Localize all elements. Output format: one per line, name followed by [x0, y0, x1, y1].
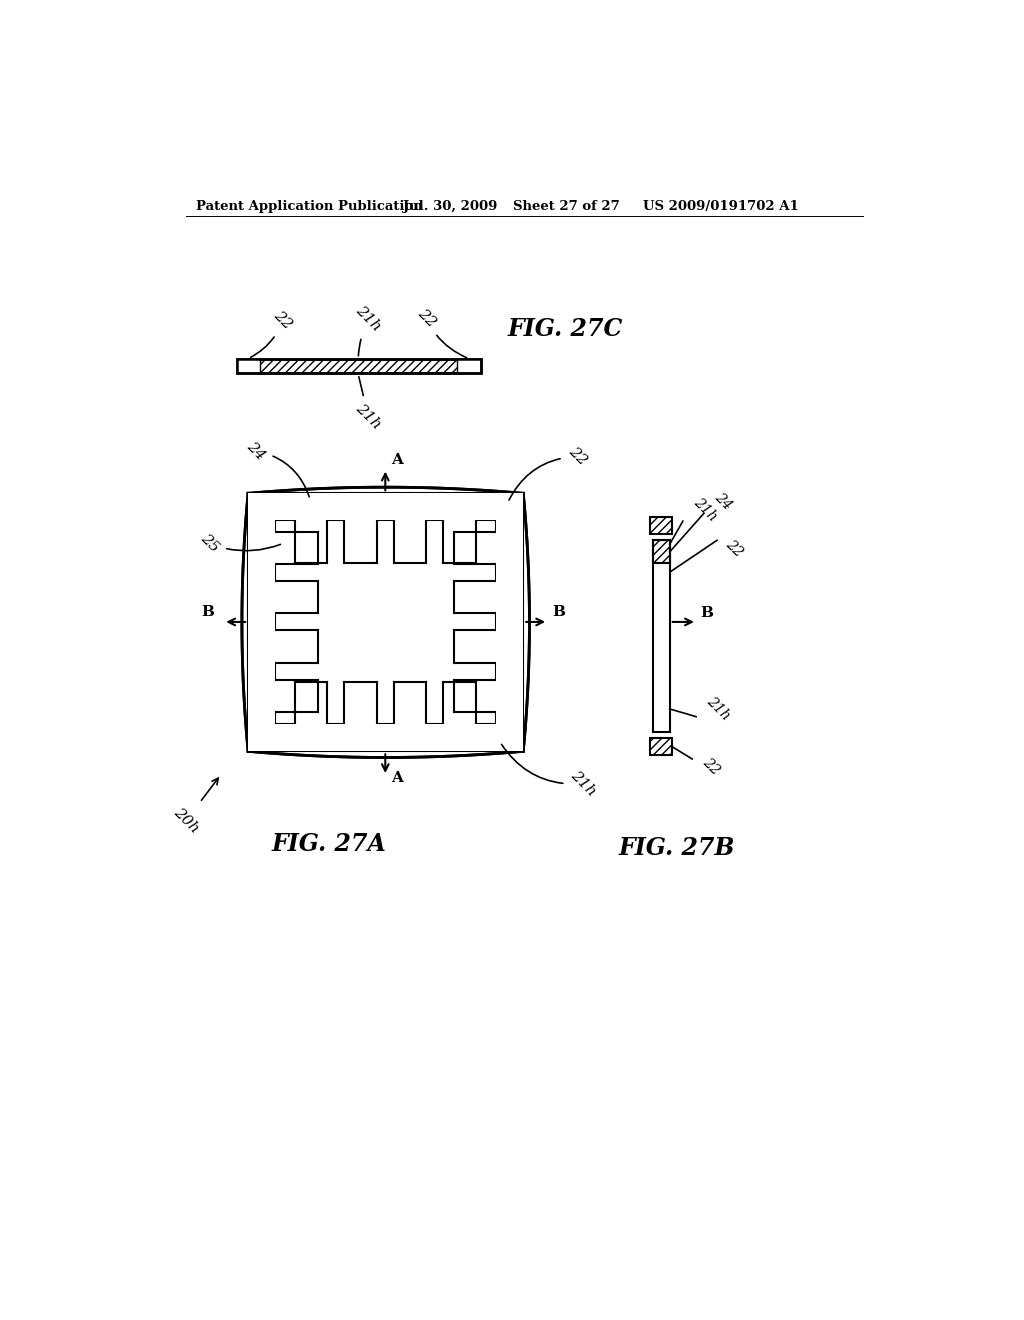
Text: FIG. 27A: FIG. 27A: [271, 833, 386, 857]
Bar: [652, 540, 670, 564]
Text: 24: 24: [244, 440, 309, 496]
Bar: [458, 360, 480, 372]
Bar: [248, 725, 523, 751]
Bar: [237, 359, 480, 374]
Text: A: A: [391, 771, 402, 785]
Text: 24: 24: [712, 491, 734, 513]
Bar: [248, 494, 523, 520]
Text: 20h: 20h: [171, 777, 218, 836]
Text: A: A: [391, 453, 402, 467]
Bar: [652, 576, 670, 733]
Text: US 2009/0191702 A1: US 2009/0191702 A1: [643, 199, 799, 213]
Text: B: B: [553, 605, 565, 619]
Text: 21h: 21h: [690, 495, 720, 524]
Text: 21h: 21h: [353, 376, 384, 432]
Text: 21h: 21h: [353, 304, 384, 356]
Text: Jul. 30, 2009: Jul. 30, 2009: [403, 199, 498, 213]
Bar: [237, 359, 480, 374]
Bar: [260, 360, 458, 372]
Text: 22: 22: [700, 755, 722, 777]
Text: B: B: [700, 606, 714, 620]
Bar: [496, 494, 523, 751]
Text: 22: 22: [251, 309, 295, 358]
Text: 22: 22: [723, 537, 745, 560]
Bar: [237, 360, 259, 372]
Bar: [650, 738, 672, 755]
Bar: [248, 494, 275, 751]
Bar: [652, 540, 670, 733]
Text: 22: 22: [509, 445, 590, 500]
Text: 21h: 21h: [502, 744, 599, 799]
Text: 25: 25: [198, 532, 281, 556]
Text: FIG. 27B: FIG. 27B: [618, 837, 735, 861]
Text: Patent Application Publication: Patent Application Publication: [197, 199, 423, 213]
Text: 21h: 21h: [703, 694, 732, 723]
Text: B: B: [202, 605, 215, 619]
Bar: [650, 517, 672, 535]
Text: FIG. 27C: FIG. 27C: [508, 317, 623, 341]
Bar: [652, 576, 670, 733]
Text: 22: 22: [415, 306, 466, 358]
Bar: [242, 487, 529, 758]
Text: Sheet 27 of 27: Sheet 27 of 27: [513, 199, 620, 213]
